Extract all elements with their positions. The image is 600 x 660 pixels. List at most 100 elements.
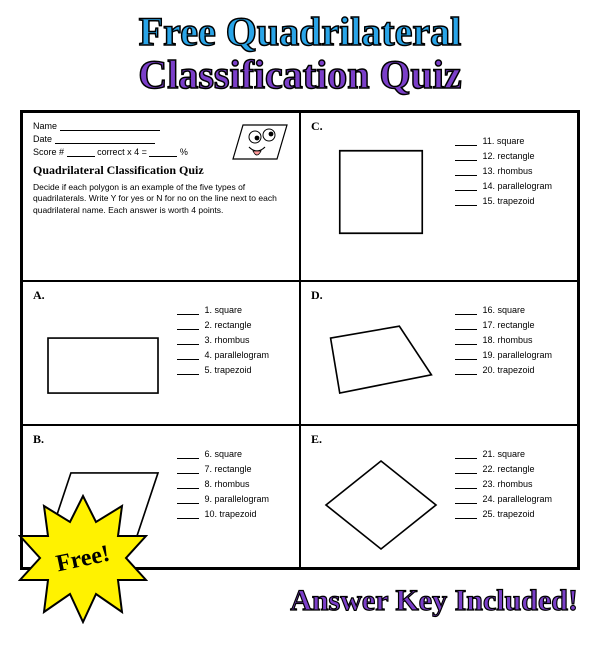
- answer-row: 12. rectangle: [455, 151, 567, 161]
- panel-letter: E.: [311, 432, 322, 447]
- answer-blank: [177, 488, 199, 489]
- free-starburst: Free!: [18, 494, 148, 624]
- answer-label: 7. rectangle: [202, 464, 252, 474]
- answer-blank: [455, 145, 477, 146]
- answer-blank: [455, 473, 477, 474]
- answers-a: 1. square 2. rectangle 3. rhombus 4. par…: [177, 300, 289, 380]
- name-blank: [60, 130, 160, 131]
- answer-label: 6. square: [202, 449, 242, 459]
- answer-blank: [455, 205, 477, 206]
- answer-row: 20. trapezoid: [455, 365, 567, 375]
- answer-blank: [177, 344, 199, 345]
- answer-row: 10. trapezoid: [177, 509, 289, 519]
- answer-blank: [455, 374, 477, 375]
- answer-row: 19. parallelogram: [455, 350, 567, 360]
- answers-d: 16. square 17. rectangle 18. rhombus 19.…: [455, 300, 567, 380]
- answer-blank: [177, 458, 199, 459]
- panel-letter: B.: [33, 432, 44, 447]
- answer-row: 4. parallelogram: [177, 350, 289, 360]
- answer-row: 23. rhombus: [455, 479, 567, 489]
- title-line-1: Free Quadrilateral: [0, 8, 600, 55]
- answer-blank: [455, 160, 477, 161]
- score-blank-2: [149, 156, 177, 157]
- answer-blank: [177, 329, 199, 330]
- panel-letter: C.: [311, 119, 323, 134]
- answer-blank: [177, 503, 199, 504]
- answer-row: 18. rhombus: [455, 335, 567, 345]
- answer-label: 12. rectangle: [480, 151, 535, 161]
- answer-label: 11. square: [480, 136, 524, 146]
- answer-blank: [177, 518, 199, 519]
- answer-blank: [177, 374, 199, 375]
- date-label: Date: [33, 134, 52, 144]
- answer-row: 25. trapezoid: [455, 509, 567, 519]
- answer-label: 25. trapezoid: [480, 509, 535, 519]
- answer-label: 5. trapezoid: [202, 365, 252, 375]
- answer-label: 19. parallelogram: [480, 350, 552, 360]
- score-prefix: Score #: [33, 147, 64, 157]
- answer-blank: [455, 518, 477, 519]
- answer-blank: [177, 473, 199, 474]
- answer-label: 21. square: [480, 449, 525, 459]
- answer-row: 14. parallelogram: [455, 181, 567, 191]
- answer-label: 18. rhombus: [480, 335, 533, 345]
- shape-rhombus: [311, 450, 451, 560]
- answer-row: 17. rectangle: [455, 320, 567, 330]
- answer-label: 2. rectangle: [202, 320, 252, 330]
- answer-row: 22. rectangle: [455, 464, 567, 474]
- answer-row: 5. trapezoid: [177, 365, 289, 375]
- answer-label: 20. trapezoid: [480, 365, 535, 375]
- answer-label: 24. parallelogram: [480, 494, 552, 504]
- header-cell: Name Date Score # correct x 4 = % Quadri…: [22, 112, 300, 281]
- starburst-label: Free!: [6, 482, 160, 636]
- panel-d: D. 16. square 17. rectangle 18. rhombus …: [300, 281, 578, 424]
- answer-blank: [177, 359, 199, 360]
- answer-label: 15. trapezoid: [480, 196, 535, 206]
- answer-label: 4. parallelogram: [202, 350, 269, 360]
- answer-row: 24. parallelogram: [455, 494, 567, 504]
- shape-rectangle: [33, 306, 173, 416]
- answer-blank: [455, 344, 477, 345]
- answer-label: 1. square: [202, 305, 242, 315]
- panel-c: C. 11. square 12. rectangle 13. rhombus …: [300, 112, 578, 281]
- answer-row: 7. rectangle: [177, 464, 289, 474]
- parallelogram-face-icon: [231, 121, 289, 163]
- answer-row: 2. rectangle: [177, 320, 289, 330]
- panel-e: E. 21. square 22. rectangle 23. rhombus …: [300, 425, 578, 568]
- answer-row: 15. trapezoid: [455, 196, 567, 206]
- answer-label: 8. rhombus: [202, 479, 250, 489]
- answer-label: 14. parallelogram: [480, 181, 552, 191]
- score-mid: correct x 4 =: [97, 147, 147, 157]
- answer-blank: [177, 314, 199, 315]
- panel-letter: A.: [33, 288, 45, 303]
- answers-c: 11. square 12. rectangle 13. rhombus 14.…: [455, 131, 567, 211]
- answer-label: 22. rectangle: [480, 464, 535, 474]
- answer-label: 9. parallelogram: [202, 494, 269, 504]
- panel-a: A. 1. square 2. rectangle 3. rhombus 4. …: [22, 281, 300, 424]
- instructions: Decide if each polygon is an example of …: [33, 182, 289, 216]
- answer-blank: [455, 190, 477, 191]
- answer-label: 13. rhombus: [480, 166, 533, 176]
- answer-blank: [455, 359, 477, 360]
- answer-blank: [455, 503, 477, 504]
- name-label: Name: [33, 121, 57, 131]
- answer-blank: [455, 329, 477, 330]
- answer-row: 16. square: [455, 305, 567, 315]
- answer-row: 13. rhombus: [455, 166, 567, 176]
- answer-label: 10. trapezoid: [202, 509, 257, 519]
- answer-row: 21. square: [455, 449, 567, 459]
- panel-letter: D.: [311, 288, 323, 303]
- answer-row: 11. square: [455, 136, 567, 146]
- answer-label: 3. rhombus: [202, 335, 250, 345]
- answer-row: 6. square: [177, 449, 289, 459]
- answer-blank: [455, 458, 477, 459]
- answer-row: 1. square: [177, 305, 289, 315]
- score-suffix: %: [180, 147, 188, 157]
- answer-blank: [455, 314, 477, 315]
- answer-label: 16. square: [480, 305, 525, 315]
- answer-row: 3. rhombus: [177, 335, 289, 345]
- title-line-2: Classification Quiz: [0, 51, 600, 98]
- answers-b: 6. square 7. rectangle 8. rhombus 9. par…: [177, 444, 289, 524]
- shape-irregular-quad: [311, 306, 451, 416]
- answers-e: 21. square 22. rectangle 23. rhombus 24.…: [455, 444, 567, 524]
